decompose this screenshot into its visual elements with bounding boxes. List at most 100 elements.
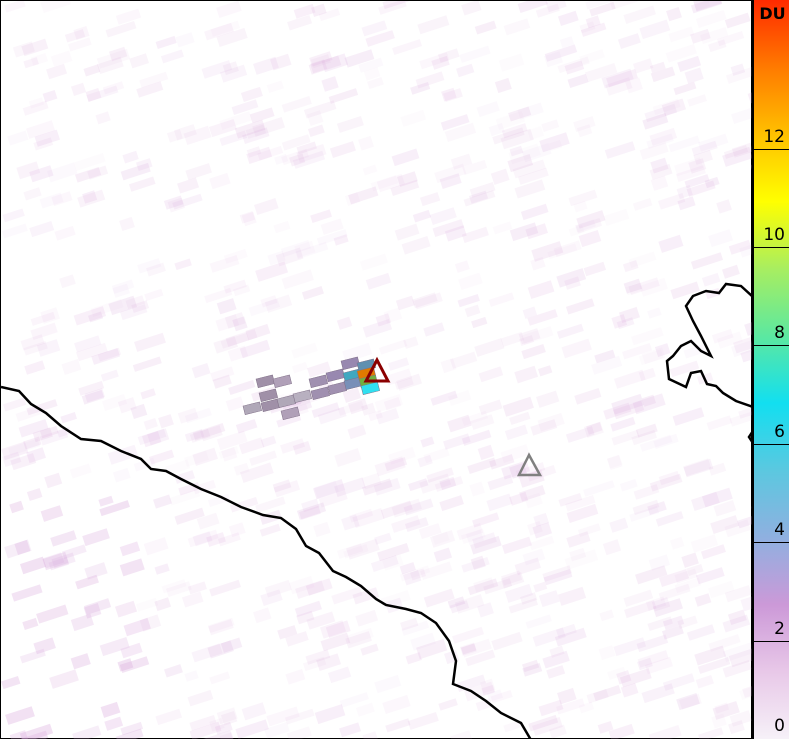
so2-pixel — [375, 408, 400, 425]
so2-pixel — [383, 307, 403, 324]
so2-pixel — [155, 708, 183, 726]
colorbar-tick-label: 12 — [763, 126, 785, 147]
so2-pixel — [647, 501, 667, 515]
so2-pixel — [16, 161, 41, 180]
so2-pixel — [347, 398, 369, 415]
so2-pixel — [119, 558, 145, 577]
so2-pixel — [690, 28, 711, 44]
so2-pixel — [40, 307, 60, 324]
so2-pixel — [724, 12, 751, 29]
plume-pixel — [258, 388, 278, 403]
so2-pixel — [139, 614, 162, 632]
so2-pixel — [78, 380, 105, 396]
so2-plume — [242, 356, 380, 421]
so2-pixel — [222, 61, 239, 76]
so2-pixel — [504, 583, 533, 603]
so2-pixel — [280, 438, 306, 454]
so2-pixel — [355, 702, 375, 717]
so2-pixel — [209, 579, 241, 597]
so2-pixel — [559, 36, 575, 49]
so2-pixel — [632, 58, 654, 74]
so2-pixel — [674, 568, 698, 584]
so2-pixel — [650, 66, 676, 83]
so2-pixel — [533, 512, 549, 527]
so2-pixel — [622, 342, 653, 360]
so2-pixel — [209, 172, 231, 190]
so2-pixel — [70, 82, 87, 96]
so2-pixel — [217, 532, 241, 547]
so2-pixel — [83, 603, 102, 619]
so2-pixel — [478, 399, 503, 416]
so2-pixel — [599, 609, 615, 622]
so2-pixel — [420, 561, 453, 581]
so2-pixel — [469, 190, 489, 204]
so2-pixel — [313, 521, 331, 538]
so2-pixel — [401, 620, 430, 636]
so2-pixel — [208, 119, 237, 138]
so2-pixel — [220, 64, 248, 83]
so2-pixel — [400, 617, 419, 631]
so2-pixel — [289, 153, 306, 167]
so2-pixel — [498, 53, 525, 72]
so2-pixel — [187, 581, 207, 595]
so2-pixel — [474, 338, 505, 357]
colorbar-tick — [754, 345, 789, 347]
plume-pixel — [360, 381, 380, 396]
so2-pixel — [564, 276, 581, 290]
so2-pixel — [636, 634, 669, 653]
so2-pixel — [25, 120, 56, 139]
so2-pixel — [233, 284, 251, 297]
so2-pixel — [538, 699, 564, 717]
so2-pixel — [301, 286, 324, 300]
so2-pixel — [648, 725, 682, 739]
so2-pixel — [184, 429, 205, 442]
so2-pixel — [134, 332, 166, 352]
so2-pixel — [400, 109, 427, 127]
so2-pixel — [318, 490, 348, 508]
so2-pixel — [210, 366, 235, 382]
so2-pixel — [33, 137, 54, 151]
so2-pixel — [449, 600, 470, 614]
so2-pixel — [669, 360, 700, 378]
so2-pixel — [459, 642, 477, 656]
volcano-marker — [516, 452, 543, 477]
so2-pixel — [22, 617, 39, 631]
so2-pixel — [613, 400, 645, 420]
so2-pixel — [429, 207, 457, 225]
so2-pixel — [722, 642, 755, 662]
so2-pixel — [120, 162, 151, 181]
so2-pixel — [616, 317, 635, 330]
so2-pixel — [95, 111, 111, 125]
so2-pixel — [722, 146, 753, 167]
so2-pixel — [399, 562, 416, 575]
so2-pixel — [554, 627, 587, 647]
so2-pixel — [641, 394, 657, 407]
so2-pixel — [701, 272, 721, 287]
so2-pixel — [489, 454, 515, 470]
so2-pixel — [641, 347, 666, 365]
so2-pixel — [461, 410, 489, 426]
so2-pixel — [200, 425, 223, 442]
so2-pixel — [603, 208, 630, 227]
so2-pixel — [568, 189, 598, 207]
so2-pixel — [241, 702, 267, 721]
so2-pixel — [60, 412, 77, 424]
so2-pixel — [235, 719, 269, 739]
so2-pixel — [137, 428, 167, 446]
so2-pixel — [694, 645, 727, 666]
so2-pixel — [317, 406, 347, 425]
so2-pixel — [42, 552, 65, 569]
so2-pixel — [380, 500, 413, 519]
so2-pixel — [477, 602, 494, 618]
so2-pixel — [227, 345, 249, 362]
so2-pixel — [416, 638, 448, 660]
so2-pixel — [579, 49, 605, 65]
so2-pixel — [301, 498, 320, 513]
so2-pixel — [438, 698, 458, 711]
so2-pixel — [413, 292, 443, 310]
so2-pixel — [100, 701, 121, 718]
so2-pixel — [695, 675, 714, 689]
so2-pixel — [355, 609, 379, 627]
so2-pixel — [129, 53, 149, 69]
